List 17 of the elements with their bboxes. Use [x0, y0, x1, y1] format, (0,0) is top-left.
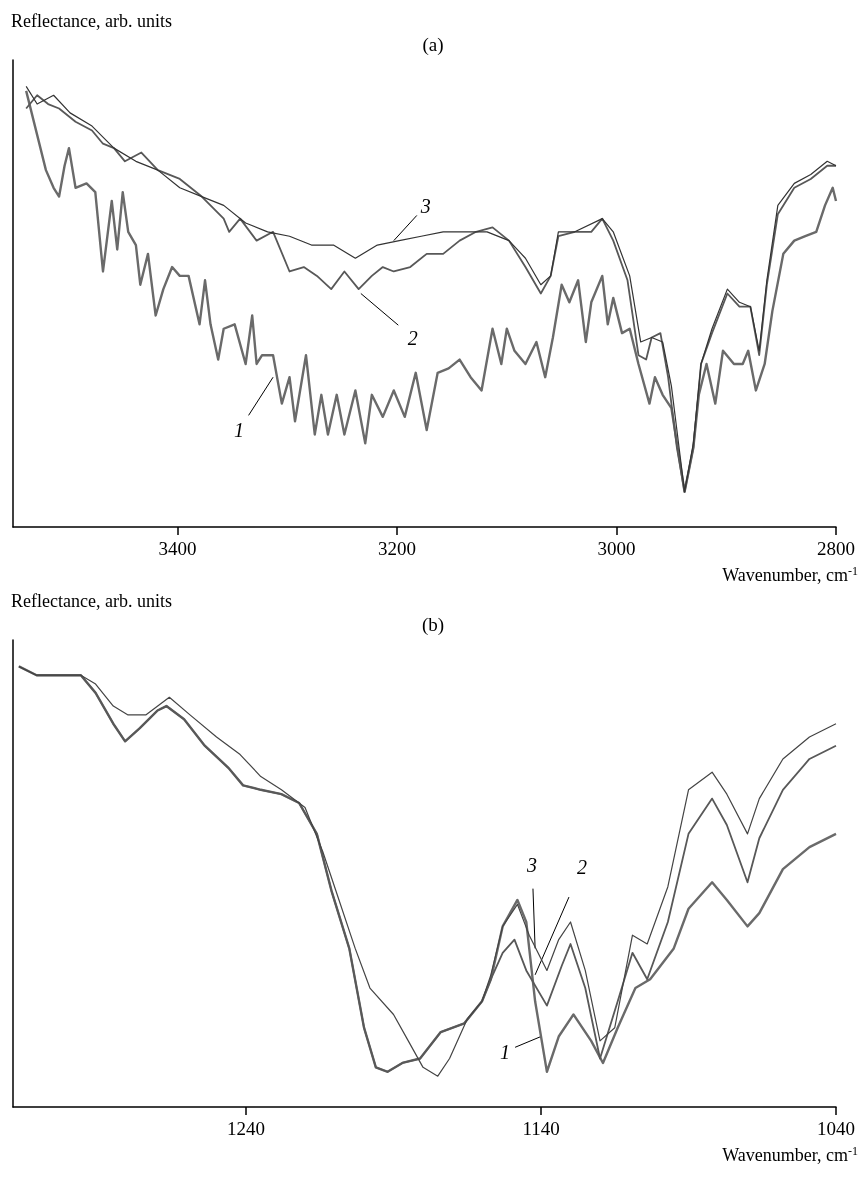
- chart-title: (b): [421, 614, 445, 636]
- x-tick-label: 3000: [597, 538, 636, 559]
- x-tick-label: 2800: [817, 538, 855, 559]
- annotation: 1: [234, 419, 245, 442]
- x-tick-label: 3200: [378, 538, 417, 559]
- y-axis-title: Reflectance, arb. units: [11, 591, 172, 611]
- x-tick-label: 1040: [817, 1118, 855, 1139]
- annotation: 2: [407, 326, 418, 349]
- annotation: 3: [526, 854, 538, 877]
- y-axis-title: Reflectance, arb. units: [11, 11, 172, 31]
- chart-title: (a): [422, 34, 444, 56]
- x-tick-label: 3400: [158, 538, 197, 559]
- x-tick-label: 1240: [227, 1118, 266, 1139]
- annotation: 2: [577, 855, 588, 878]
- x-tick-label: 1140: [522, 1118, 560, 1139]
- annotation: 3: [419, 194, 431, 217]
- annotation: 1: [500, 1040, 511, 1063]
